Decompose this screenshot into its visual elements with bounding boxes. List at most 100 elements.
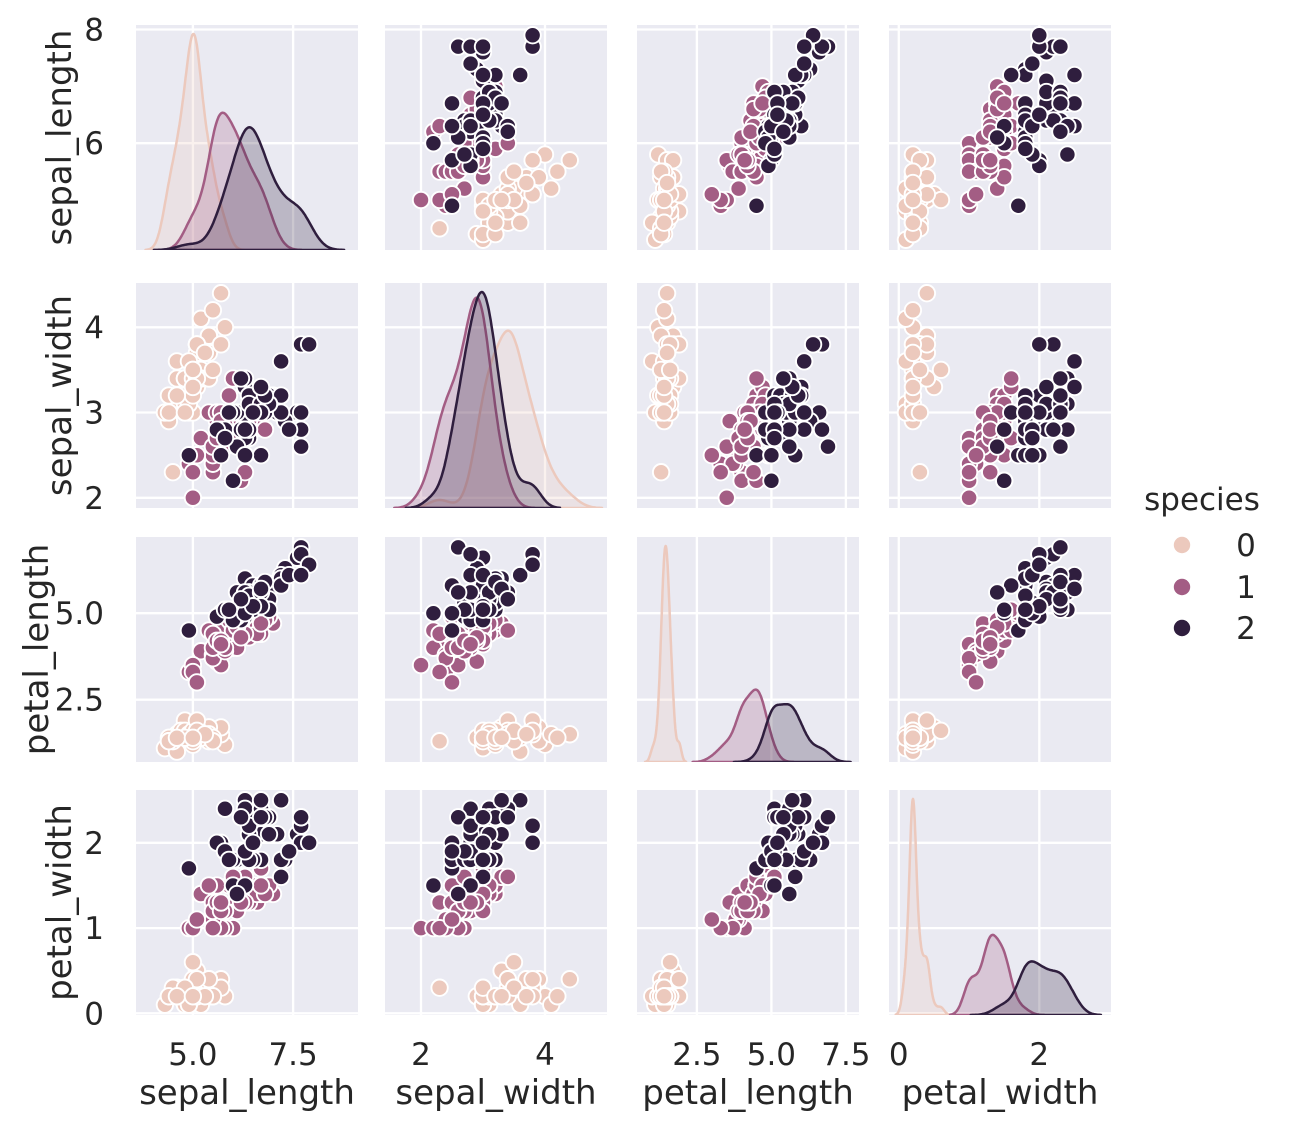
scatter-point — [523, 970, 542, 989]
scatter-point — [498, 122, 517, 141]
x-axis-label-sepal_length: sepal_length — [139, 1073, 355, 1113]
scatter-point — [966, 446, 986, 465]
scatter-point — [786, 867, 805, 887]
scatter-series-species-0 — [155, 711, 235, 761]
scatter-point — [702, 910, 721, 929]
scatter-point — [219, 386, 239, 405]
scatter-series-species-1 — [959, 600, 1035, 692]
scatter-series-species-0 — [896, 284, 951, 482]
scatter-point — [473, 202, 493, 221]
scatter-point — [717, 488, 736, 507]
subplot-sepal_width-vs-petal_width — [889, 283, 1111, 508]
legend-item-species-1: 1 — [1173, 570, 1256, 606]
scatter-series-species-0 — [896, 711, 951, 761]
scatter-point — [995, 471, 1014, 490]
scatter-point — [473, 105, 493, 124]
kde-curve-species-2 — [152, 126, 346, 250]
scatter-point — [167, 386, 187, 405]
scatter-point — [183, 360, 203, 380]
scatter-point — [187, 673, 207, 692]
scatter-point — [910, 360, 930, 380]
scatter-point — [783, 94, 802, 113]
scatter-point — [235, 420, 255, 439]
scatter-layer — [155, 284, 319, 507]
scatter-point — [215, 799, 235, 818]
y-tick-label: 2 — [84, 826, 104, 862]
x-axis-label-petal_length: petal_length — [642, 1073, 854, 1113]
scatter-point — [660, 360, 680, 380]
scatter-point — [179, 859, 199, 878]
y-tick-label: 3 — [84, 396, 104, 432]
scatter-point — [498, 867, 517, 887]
kde-curve-species-1 — [948, 933, 1046, 1015]
scatter-point — [1016, 600, 1035, 619]
scatter-point — [461, 54, 480, 73]
scatter-point — [1030, 335, 1049, 354]
scatter-point — [812, 420, 832, 439]
scatter-point — [747, 446, 766, 465]
scatter-point — [903, 301, 923, 320]
scatter-point — [517, 173, 536, 193]
y-axis-label-petal_length: petal_length — [17, 544, 57, 756]
scatter-point — [504, 978, 524, 997]
scatter-point — [211, 284, 231, 303]
scatter-series-species-0 — [430, 145, 579, 249]
scatter-series-species-2 — [988, 538, 1084, 640]
scatter-point — [747, 196, 766, 215]
scatter-point — [211, 635, 231, 654]
kde-curve-species-1 — [393, 296, 536, 508]
scatter-point — [492, 791, 511, 810]
gridlines — [637, 537, 859, 762]
scatter-point — [1065, 377, 1084, 397]
scatter-point — [966, 673, 986, 692]
subplot-sepal_length-vs-petal_width — [889, 25, 1111, 250]
x-tick-label: 7.5 — [821, 1037, 870, 1073]
scatter-series-species-2 — [988, 26, 1084, 215]
scatter-point — [449, 884, 468, 904]
scatter-point — [442, 94, 462, 113]
scatter-point — [179, 621, 199, 640]
scatter-point — [430, 662, 449, 682]
scatter-point — [1065, 352, 1084, 371]
scatter-point — [219, 850, 239, 870]
scatter-point — [299, 833, 319, 852]
scatter-point — [711, 463, 730, 482]
legend-item-species-2: 2 — [1173, 611, 1256, 647]
scatter-point — [231, 369, 251, 388]
kde-layer — [894, 797, 1103, 1015]
scatter-point — [255, 420, 275, 439]
scatter-point — [271, 352, 291, 371]
scatter-point — [411, 190, 431, 210]
scatter-point — [461, 635, 480, 654]
scatter-point — [651, 463, 671, 482]
scatter-point — [1030, 105, 1049, 124]
scatter-point — [1051, 590, 1070, 609]
scatter-point — [511, 65, 530, 85]
scatter-point — [1016, 403, 1035, 422]
scatter-point — [215, 318, 235, 337]
scatter-point — [291, 403, 311, 422]
scatter-point — [523, 26, 542, 45]
scatter-point — [251, 808, 271, 827]
subplot-background — [889, 790, 1111, 1015]
y-tick-label: 6 — [84, 126, 104, 162]
scatter-point — [183, 987, 203, 1006]
scatter-point — [981, 635, 1000, 654]
scatter-point — [243, 403, 263, 422]
scatter-point — [430, 219, 449, 238]
scatter-point — [219, 403, 239, 422]
scatter-point — [765, 403, 784, 422]
legend-item-species-0: 0 — [1173, 528, 1256, 564]
scatter-point — [203, 360, 223, 380]
scatter-point — [167, 728, 187, 747]
scatter-point — [910, 403, 930, 422]
scatter-point — [291, 808, 311, 827]
y-axis-label-sepal_length: sepal_length — [40, 30, 80, 246]
scatter-point — [765, 428, 784, 448]
scatter-point — [442, 842, 462, 861]
y-tick-label: 1 — [84, 911, 104, 947]
scatter-point — [762, 446, 781, 465]
scatter-point — [183, 463, 203, 482]
scatter-point — [523, 816, 542, 835]
x-tick-label: 5.0 — [168, 1037, 217, 1073]
